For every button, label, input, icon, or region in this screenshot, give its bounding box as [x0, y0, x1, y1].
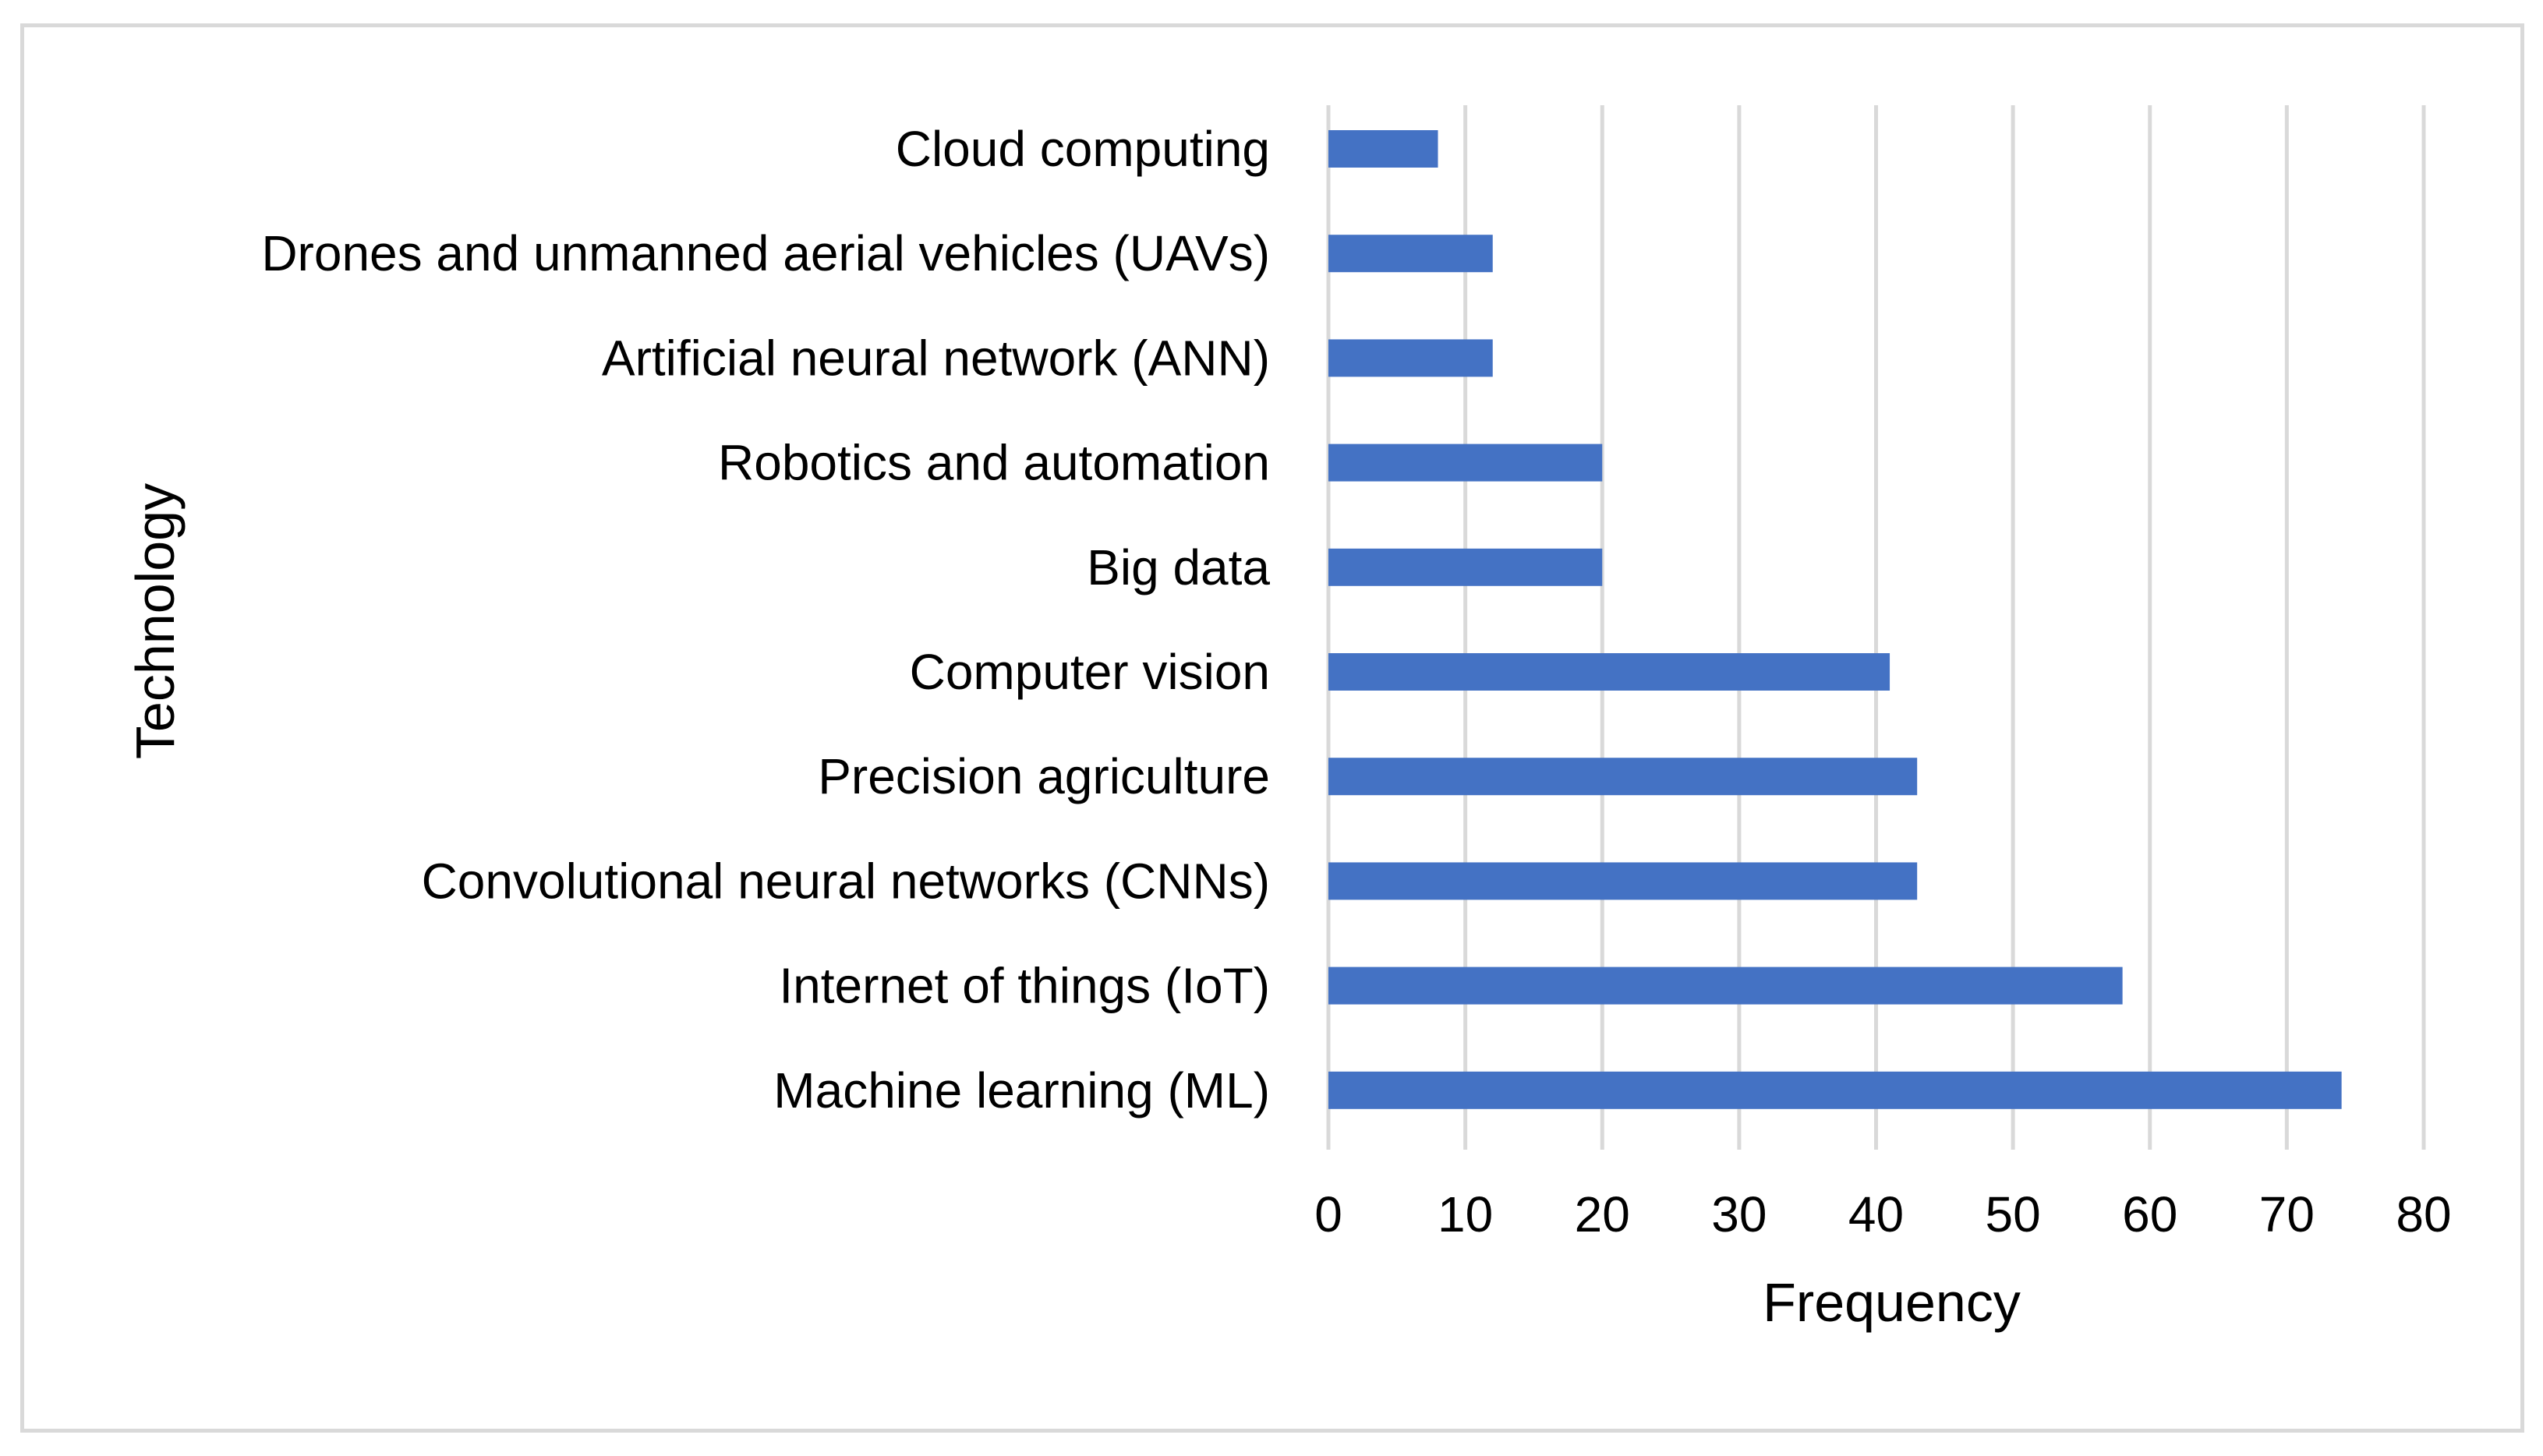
- bar-cloud-computing: [1328, 130, 1438, 168]
- category-label: Precision agriculture: [818, 748, 1270, 804]
- x-tick-label: 20: [1575, 1186, 1630, 1242]
- category-label: Artificial neural network (ANN): [602, 330, 1270, 386]
- bar-machine-learning-ml: [1328, 1071, 2342, 1109]
- bar-convolutional-neural-networks-cnns: [1328, 862, 1918, 900]
- bar-drones-and-unmanned-aerial-vehicles-uavs: [1328, 235, 1493, 273]
- bar-precision-agriculture: [1328, 758, 1918, 796]
- x-tick-label: 50: [1986, 1186, 2041, 1242]
- x-axis-title: Frequency: [1763, 1272, 2021, 1333]
- x-tick-label: 80: [2396, 1186, 2451, 1242]
- bar-internet-of-things-iot: [1328, 967, 2123, 1005]
- chart-frame: Cloud computing Drones and unmanned aeria…: [20, 23, 2524, 1433]
- category-labels: Cloud computing Drones and unmanned aeria…: [261, 121, 1270, 1119]
- y-axis-title: Technology: [125, 483, 186, 759]
- x-tick-label: 30: [1711, 1186, 1767, 1242]
- category-label: Convolutional neural networks (CNNs): [422, 853, 1270, 909]
- category-label: Cloud computing: [896, 121, 1270, 177]
- gridlines: [1326, 105, 2426, 1150]
- category-label: Internet of things (IoT): [779, 958, 1270, 1014]
- x-tick-label: 10: [1438, 1186, 1493, 1242]
- bar-robotics-and-automation: [1328, 444, 1603, 482]
- category-label: Big data: [1087, 539, 1270, 595]
- bars: [1328, 130, 2342, 1109]
- category-label: Robotics and automation: [718, 435, 1270, 491]
- bar-computer-vision: [1328, 653, 1890, 691]
- category-label: Drones and unmanned aerial vehicles (UAV…: [261, 225, 1270, 281]
- bar-chart: Cloud computing Drones and unmanned aeria…: [125, 105, 2452, 1333]
- x-tick-labels: 0 10 20 30 40 50 60 70 80: [1314, 1186, 2451, 1242]
- x-tick-label: 0: [1314, 1186, 1342, 1242]
- category-label: Machine learning (ML): [773, 1062, 1270, 1119]
- bar-artificial-neural-network-ann: [1328, 339, 1493, 377]
- x-tick-label: 40: [1848, 1186, 1904, 1242]
- category-label: Computer vision: [910, 644, 1270, 700]
- x-tick-label: 60: [2122, 1186, 2177, 1242]
- bar-big-data: [1328, 548, 1603, 586]
- x-tick-label: 70: [2259, 1186, 2315, 1242]
